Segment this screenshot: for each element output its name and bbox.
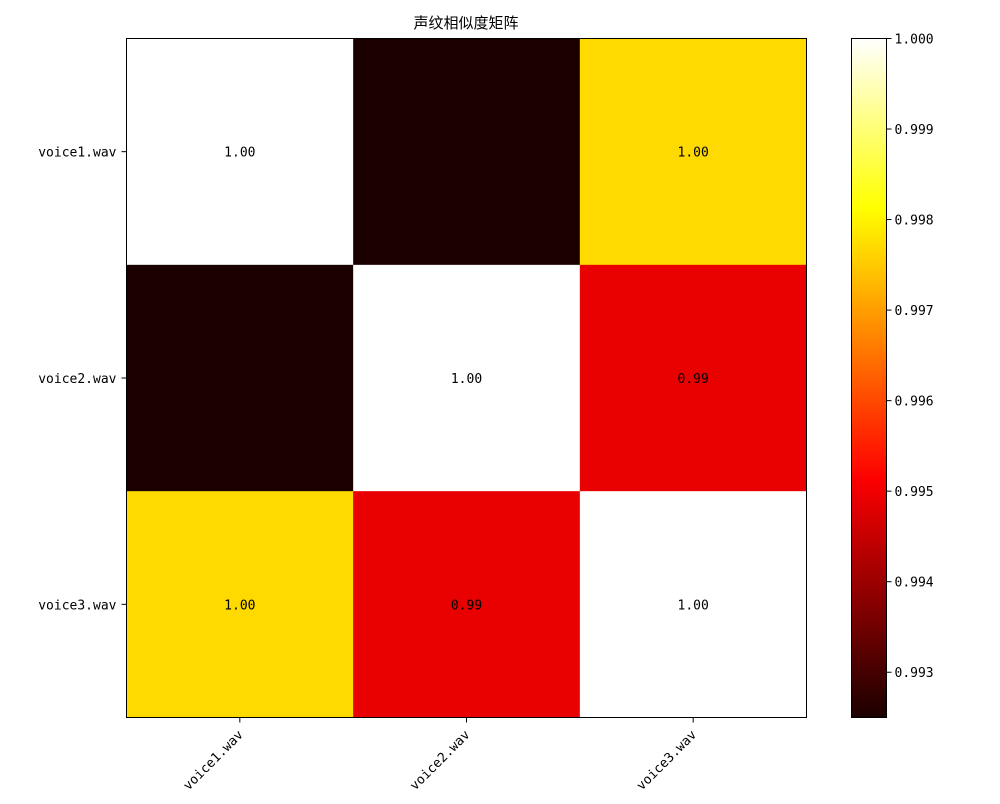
x-tick-label: voice3.wav (634, 728, 700, 794)
colorbar-tick-label: 0.997 (895, 304, 934, 319)
heatmap-cell (353, 491, 581, 718)
cell-value-label: 0.99 (678, 372, 709, 387)
colorbar (851, 38, 887, 718)
heatmap-cell (579, 491, 807, 718)
heatmap-cell (579, 264, 807, 492)
y-tick-label: voice2.wav (38, 372, 116, 387)
colorbar-tick-label: 0.995 (895, 485, 934, 500)
cell-value-label: 1.00 (678, 146, 709, 161)
chart-title: 声纹相似度矩阵 (413, 14, 518, 32)
x-axis: voice1.wav voice2.wav voice3.wav (181, 717, 700, 794)
heatmap-cells (126, 38, 807, 718)
heatmap-cell (126, 38, 354, 266)
y-tick-label: voice3.wav (38, 598, 116, 613)
heatmap-cell-labels: 1.00 1.00 1.00 0.99 1.00 0.99 1.00 (224, 146, 709, 614)
colorbar-tick-label: 0.994 (895, 576, 934, 591)
x-tick-label: voice1.wav (181, 728, 247, 794)
cell-value-label: 1.00 (678, 598, 709, 613)
heatmap-cell (353, 38, 581, 266)
colorbar-tick-label: 0.993 (895, 666, 934, 681)
colorbar-tick-label: 0.996 (895, 395, 934, 410)
heatmap-cell (126, 491, 354, 718)
cell-value-label: 1.00 (224, 598, 255, 613)
colorbar-tick-label: 1.000 (895, 33, 934, 48)
heatmap-cell (126, 264, 354, 492)
cell-value-label: 1.00 (224, 146, 255, 161)
y-tick-label: voice1.wav (38, 146, 116, 161)
colorbar-tick-label: 0.998 (895, 214, 934, 229)
y-axis: voice1.wav voice2.wav voice3.wav (38, 146, 127, 613)
heatmap-cell (579, 38, 807, 266)
heatmap-cell (353, 264, 581, 492)
cell-value-label: 1.00 (451, 372, 482, 387)
x-tick-label: voice2.wav (407, 728, 473, 794)
colorbar-ticks: 0.993 0.994 0.995 0.996 0.997 0.998 0.999 1.000 (886, 33, 934, 681)
colorbar-tick-label: 0.999 (895, 123, 934, 138)
cell-value-label: 0.99 (451, 598, 482, 613)
